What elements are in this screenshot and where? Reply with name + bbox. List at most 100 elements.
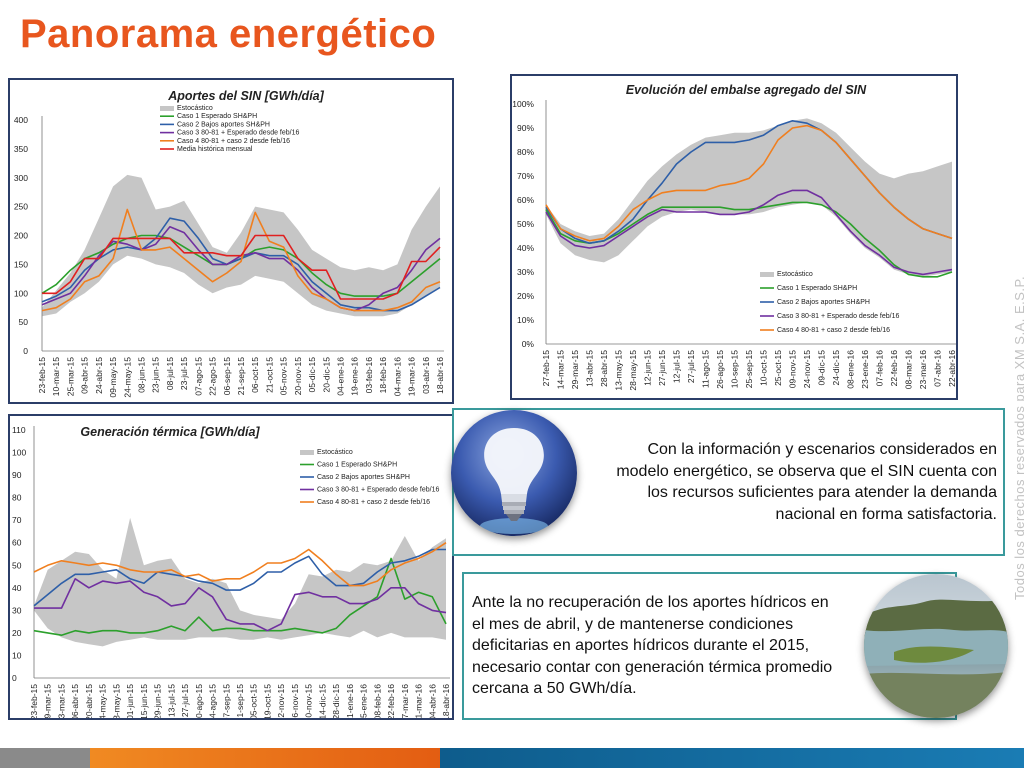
legend-swatch-band xyxy=(760,272,774,277)
y-tick-label: 0 xyxy=(12,673,17,683)
conclusion-text: Ante la no recuperación de los aportes h… xyxy=(472,594,833,698)
y-tick-label: 90 xyxy=(12,470,22,480)
x-tick-label: 06-oct-15 xyxy=(250,357,260,393)
band-estocastico xyxy=(42,174,440,317)
x-tick-label: 18-abr-16 xyxy=(441,684,451,718)
y-tick-label: 70 xyxy=(12,515,22,525)
x-tick-label: 28-may-15 xyxy=(628,350,638,391)
legend-label: Estocástico xyxy=(777,271,813,278)
chart-embalse: Evolución del embalse agregado del SIN 0%… xyxy=(512,83,956,391)
legend-label: Caso 2 Bajos aportes SH&PH xyxy=(177,121,270,128)
legend-label: Caso 3 80-81 + Esperado desde feb/16 xyxy=(317,487,440,494)
series-line-caso-2-bajos-aportes-sh-ph xyxy=(33,548,446,607)
x-tick-label: 22-feb-16 xyxy=(889,350,899,387)
legend-label: Caso 4 80-81 + caso 2 desde feb/16 xyxy=(777,327,890,334)
chart-panel-embalse: Evolución del embalse agregado del SIN 0%… xyxy=(510,74,958,400)
x-tick-label: 18-feb-16 xyxy=(378,357,388,394)
band-estocastico xyxy=(546,118,952,277)
y-tick-label: 100 xyxy=(12,448,26,458)
y-tick-label: 60 xyxy=(12,538,22,548)
x-tick-label: 20-abr-15 xyxy=(84,684,94,718)
x-tick-label: 27-jun-15 xyxy=(657,350,667,386)
reservoir-image xyxy=(864,574,1008,718)
y-tick-label: 110 xyxy=(12,425,26,435)
x-tick-label: 18-abr-16 xyxy=(435,357,445,394)
y-tick-label: 100 xyxy=(14,288,28,298)
x-tick-label: 12-jul-15 xyxy=(672,350,682,383)
x-tick-label: 22-ago-15 xyxy=(208,357,218,396)
x-tick-label: 23-jun-15 xyxy=(151,357,161,393)
x-tick-label: 22-feb-16 xyxy=(386,684,396,718)
y-tick-label: 60% xyxy=(517,195,534,205)
series-line-caso-1-esperado-sh-ph xyxy=(33,557,447,636)
x-tick-label: 13-jul-15 xyxy=(166,684,176,717)
y-tick-label: 50% xyxy=(517,219,534,229)
y-tick-label: 150 xyxy=(14,259,28,269)
y-tick-label: 250 xyxy=(14,202,28,212)
x-tick-label: 07-abr-16 xyxy=(933,350,943,387)
x-tick-label: 10-oct-15 xyxy=(759,350,769,386)
x-tick-label: 29-jun-15 xyxy=(153,684,163,718)
x-tick-label: 04-abr-16 xyxy=(427,684,437,718)
x-tick-label: 07-sep-15 xyxy=(221,684,231,718)
x-tick-label: 07-feb-16 xyxy=(875,350,885,387)
x-tick-label: 23-ene-16 xyxy=(860,350,870,389)
y-tick-label: 20 xyxy=(12,628,22,638)
x-tick-label: 09-may-15 xyxy=(108,357,118,398)
x-tick-label: 06-abr-15 xyxy=(70,684,80,718)
x-tick-label: 05-dic-15 xyxy=(307,357,317,393)
x-tick-label: 30-nov-15 xyxy=(304,684,314,718)
x-tick-label: 09-nov-15 xyxy=(788,350,798,389)
x-tick-label: 23-mar-16 xyxy=(918,350,928,389)
legend-swatch-band xyxy=(300,450,314,455)
x-tick-label: 24-abr-15 xyxy=(94,357,104,394)
footer-bar-gray xyxy=(0,748,90,768)
chart-title: Aportes del SIN [GWh/día] xyxy=(167,89,324,103)
y-tick-label: 200 xyxy=(14,231,28,241)
x-tick-label: 22-abr-16 xyxy=(947,350,956,387)
x-tick-label: 19-mar-16 xyxy=(407,357,417,396)
x-tick-label: 03-feb-16 xyxy=(364,357,374,394)
series-line-caso-4-80-81-caso-2-desde-feb-16 xyxy=(545,124,953,242)
x-tick-label: 23-feb-15 xyxy=(29,684,39,718)
copyright-vertical-text: Todos los derechos reservados para XM S.… xyxy=(1012,275,1024,600)
x-tick-label: 28-abr-15 xyxy=(599,350,609,387)
x-tick-label: 24-may-15 xyxy=(122,357,132,398)
band-estocastico xyxy=(34,517,446,647)
x-tick-label: 02-nov-15 xyxy=(276,684,286,718)
chart-termica: Generación térmica [GWh/día] 0 10 20 30 40 50 6… xyxy=(12,425,451,718)
x-tick-label: 08-feb-16 xyxy=(372,684,382,718)
x-tick-label: 25-sep-15 xyxy=(744,350,754,389)
x-tick-label: 21-mar-16 xyxy=(414,684,424,718)
legend-label: Caso 1 Esperado SH&PH xyxy=(317,462,397,469)
y-tick-label: 30% xyxy=(517,267,534,277)
x-tick-label: 07-ago-15 xyxy=(193,357,203,396)
legend-label: Caso 1 Esperado SH&PH xyxy=(177,113,257,120)
x-tick-label: 24-ago-15 xyxy=(208,684,218,718)
x-tick-label: 15-jun-15 xyxy=(139,684,149,718)
x-tick-label: 12-jun-15 xyxy=(643,350,653,386)
y-tick-label: 70% xyxy=(517,171,534,181)
x-tick-label: 13-may-15 xyxy=(614,350,624,391)
y-tick-label: 300 xyxy=(14,173,28,183)
y-tick-label: 350 xyxy=(14,144,28,154)
x-tick-label: 14-dic-15 xyxy=(317,684,327,718)
x-tick-label: 11-ene-16 xyxy=(345,684,355,718)
series-line-caso-2-bajos-aportes-sh-ph xyxy=(41,217,441,312)
x-tick-label: 25-mar-15 xyxy=(65,357,75,396)
y-tick-label: 50 xyxy=(19,317,29,327)
x-tick-label: 10-ago-15 xyxy=(194,684,204,718)
x-tick-label: 26-ago-15 xyxy=(715,350,725,389)
x-tick-label: 03-abr-16 xyxy=(421,357,431,394)
page-title: Panorama energético xyxy=(20,12,437,56)
legend-label: Caso 2 Bajos aportes SH&PH xyxy=(777,299,870,306)
x-tick-label: 04-ene-16 xyxy=(336,357,346,396)
y-tick-label: 50 xyxy=(12,560,22,570)
lightbulb-image xyxy=(451,410,577,536)
x-tick-label: 08-ene-16 xyxy=(846,350,856,389)
legend-label: Media histórica mensual xyxy=(177,146,253,153)
y-tick-label: 30 xyxy=(12,605,22,615)
x-tick-label: 23-jul-15 xyxy=(179,357,189,390)
x-tick-label: 27-jul-15 xyxy=(686,350,696,383)
x-tick-label: 23-mar-15 xyxy=(56,684,66,718)
